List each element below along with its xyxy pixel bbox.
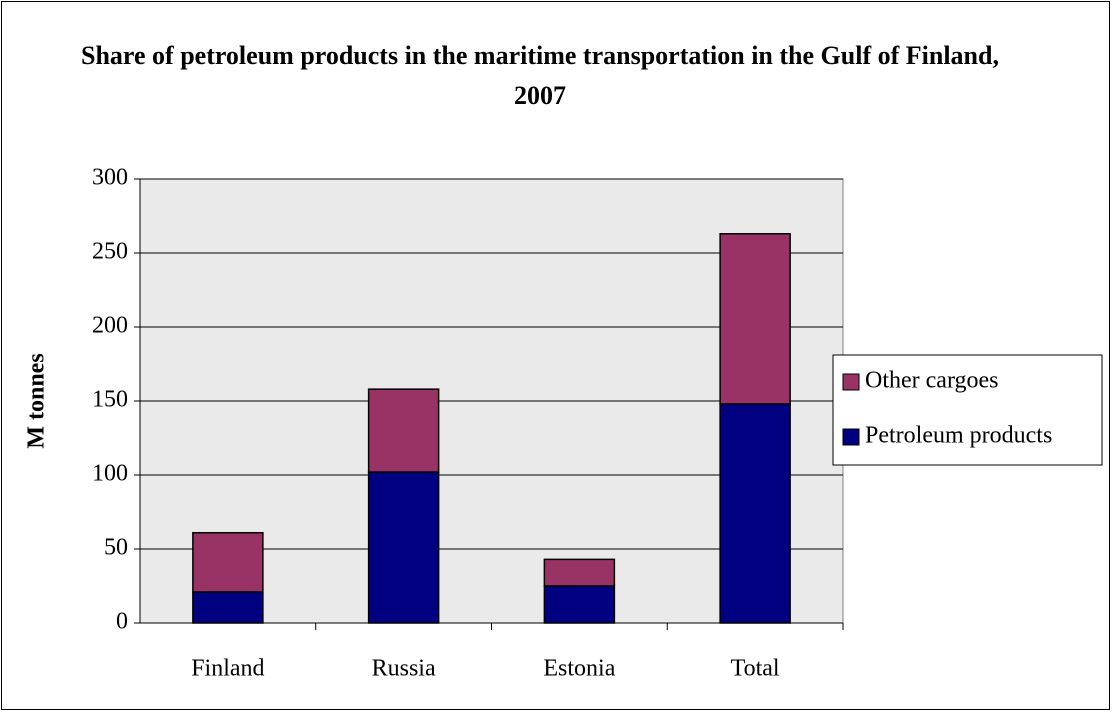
y-axis-label: M tonnes xyxy=(24,353,50,448)
bar-segment xyxy=(367,388,440,473)
chart-title: Share of petroleum products in the marit… xyxy=(81,41,999,110)
legend-label: Other cargoes xyxy=(865,368,999,394)
y-tick-label: 50 xyxy=(104,535,128,561)
y-tick-label: 100 xyxy=(92,461,128,487)
y-tick-label: 150 xyxy=(92,387,128,413)
legend-swatch xyxy=(842,373,860,391)
bar-segment xyxy=(543,558,616,587)
legend-label: Petroleum products xyxy=(865,423,1052,449)
x-tick-label: Total xyxy=(731,656,780,682)
bar-segment xyxy=(543,585,616,624)
bar-segment xyxy=(367,471,440,624)
bar-segment xyxy=(192,531,264,593)
y-tick-label: 200 xyxy=(92,313,128,339)
legend-box xyxy=(832,354,1103,466)
y-tick-label: 250 xyxy=(92,239,128,265)
bar-segment xyxy=(719,403,791,624)
x-tick-label: Russia xyxy=(372,656,436,682)
legend-swatch xyxy=(842,428,860,446)
x-tick-label: Finland xyxy=(191,656,264,682)
y-tick-label: 300 xyxy=(92,165,128,191)
y-tick-label: 0 xyxy=(116,609,128,635)
bar-segment xyxy=(719,233,791,405)
x-tick-label: Estonia xyxy=(543,656,615,682)
bar-segment xyxy=(192,591,264,624)
